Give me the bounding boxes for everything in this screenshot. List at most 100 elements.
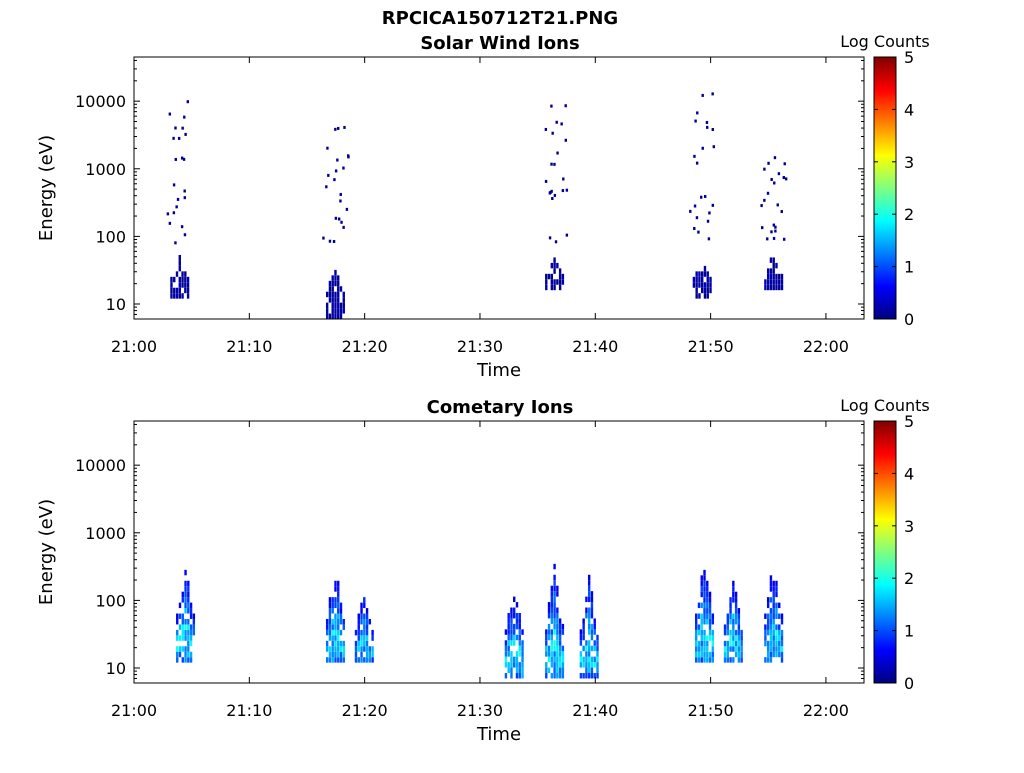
data-bin bbox=[561, 656, 565, 663]
burst-1 bbox=[166, 100, 190, 299]
data-bin bbox=[331, 651, 334, 658]
data-bin bbox=[553, 618, 556, 624]
data-bin bbox=[173, 293, 176, 299]
data-bin bbox=[734, 640, 738, 647]
data-bin bbox=[553, 585, 556, 592]
x-tick-label: 21:40 bbox=[572, 337, 618, 356]
data-bin bbox=[775, 580, 778, 587]
data-bin bbox=[363, 635, 366, 641]
data-bin bbox=[596, 673, 599, 679]
data-bin bbox=[545, 673, 548, 679]
data-bin bbox=[184, 618, 187, 625]
data-bin bbox=[766, 602, 770, 609]
data-bin bbox=[556, 640, 559, 646]
data-bin bbox=[778, 279, 781, 285]
data-bin bbox=[513, 596, 516, 603]
data-bin bbox=[360, 613, 363, 619]
data-bin bbox=[732, 640, 735, 647]
data-bin bbox=[337, 275, 340, 281]
data-bin bbox=[178, 260, 181, 266]
data-bin bbox=[178, 646, 182, 652]
data-bin bbox=[507, 612, 510, 619]
data-bin bbox=[184, 646, 187, 652]
data-bin bbox=[695, 613, 698, 619]
data-bin bbox=[187, 586, 190, 592]
data-bin bbox=[561, 662, 565, 668]
data-bin bbox=[590, 634, 594, 641]
data-bin bbox=[328, 635, 332, 641]
data-bin bbox=[561, 667, 565, 674]
data-bin bbox=[178, 254, 181, 261]
burst-4 bbox=[689, 92, 716, 299]
data-bin bbox=[328, 618, 332, 625]
data-bin bbox=[711, 651, 715, 658]
data-bin bbox=[187, 608, 190, 614]
data-bin bbox=[363, 657, 366, 663]
data-bin bbox=[334, 646, 337, 652]
burst-5 bbox=[760, 156, 788, 291]
data-bin bbox=[184, 624, 187, 630]
data-point bbox=[184, 132, 187, 136]
data-bin bbox=[325, 629, 329, 636]
data-bin bbox=[740, 646, 743, 652]
data-bin bbox=[593, 645, 596, 652]
data-bin bbox=[706, 276, 709, 283]
burst-3 bbox=[544, 104, 569, 291]
data-bin bbox=[515, 618, 519, 624]
data-bin bbox=[734, 613, 738, 619]
data-bin bbox=[695, 282, 698, 288]
data-point bbox=[334, 169, 338, 173]
data-point bbox=[186, 100, 189, 104]
data-bin bbox=[556, 629, 559, 635]
data-bin bbox=[596, 645, 599, 652]
data-bin bbox=[357, 640, 360, 647]
data-point bbox=[695, 161, 699, 165]
data-bin bbox=[545, 634, 548, 641]
data-bin bbox=[328, 657, 332, 663]
burst-1 bbox=[176, 569, 196, 663]
data-bin bbox=[764, 284, 767, 291]
data-bin bbox=[697, 640, 701, 647]
data-bin bbox=[176, 629, 179, 636]
data-bin bbox=[176, 635, 179, 641]
data-bin bbox=[178, 613, 182, 619]
data-bin bbox=[766, 284, 770, 291]
data-bin bbox=[703, 635, 706, 641]
data-bin bbox=[187, 635, 190, 641]
y-axis: 10 100 1000 10000 bbox=[75, 59, 864, 320]
data-bin bbox=[513, 656, 516, 663]
data-bin bbox=[187, 629, 190, 636]
data-bin bbox=[772, 268, 775, 274]
data-bin bbox=[590, 602, 594, 608]
data-bin bbox=[711, 635, 715, 641]
y-tick-label: 1000 bbox=[85, 524, 126, 543]
data-bin bbox=[697, 657, 701, 663]
data-point bbox=[544, 179, 548, 183]
data-point bbox=[561, 189, 565, 193]
data-bin bbox=[766, 651, 770, 658]
data-bin bbox=[187, 618, 190, 625]
data-bin bbox=[357, 618, 360, 625]
data-point bbox=[760, 204, 763, 208]
data-point bbox=[174, 241, 177, 245]
data-bin bbox=[769, 618, 773, 625]
data-bin bbox=[331, 657, 334, 663]
data-bin bbox=[769, 575, 773, 581]
data-bin bbox=[357, 629, 360, 636]
colorbar-tick-label: 1 bbox=[904, 622, 914, 641]
data-bin bbox=[184, 276, 187, 283]
data-point bbox=[693, 154, 696, 158]
data-bin bbox=[339, 602, 343, 609]
data-bin bbox=[547, 645, 551, 652]
data-bin bbox=[328, 313, 332, 319]
data-bin bbox=[778, 284, 781, 291]
data-point bbox=[694, 119, 697, 123]
data-bin bbox=[518, 667, 521, 674]
data-bin bbox=[173, 287, 176, 294]
data-bin bbox=[331, 286, 334, 292]
data-bin bbox=[342, 640, 345, 647]
data-bin bbox=[334, 602, 337, 609]
data-bin bbox=[184, 635, 187, 641]
data-bin bbox=[697, 602, 701, 609]
